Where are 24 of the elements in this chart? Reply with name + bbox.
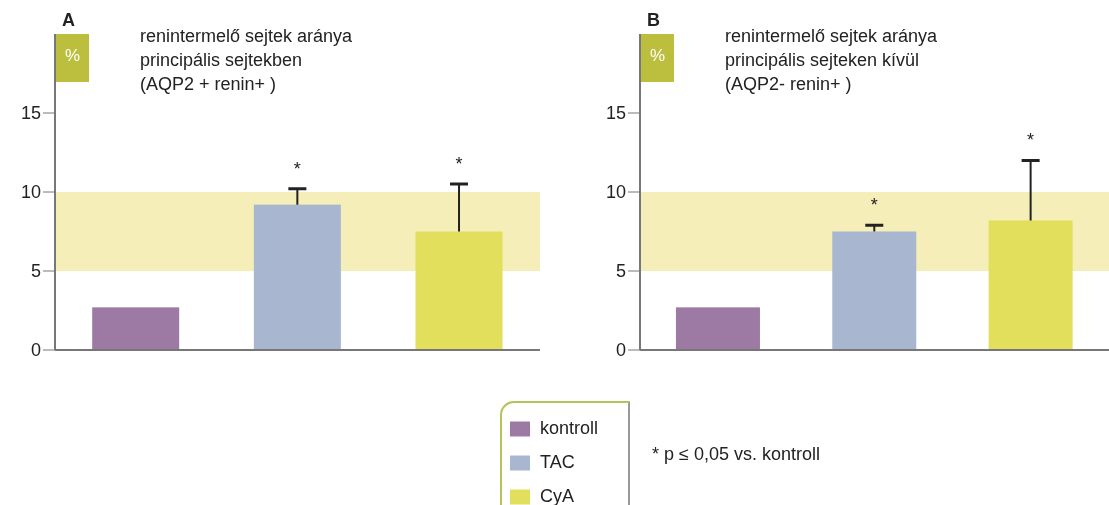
chart-title: renintermelő sejtek aránya principális sejteken kívül: [725, 25, 939, 72]
legend-label: kontroll: [540, 418, 599, 438]
y-tick-label: 10: [605, 182, 626, 203]
text: * p ≤ 0,05 vs. kontroll: [652, 444, 820, 465]
annotation: *: [455, 154, 463, 175]
text: B: [647, 10, 660, 31]
y-tick-label: 15: [20, 103, 41, 124]
y-tick-label: 15: [605, 103, 626, 124]
y-tick-label: 5: [30, 261, 41, 282]
y-tick-label: 5: [615, 261, 626, 282]
y-tick-label: 0: [30, 340, 41, 361]
text: (AQP2- renin+ ): [725, 73, 853, 96]
chart-title: renintermelő sejtek aránya principális sejtekben: [140, 25, 354, 72]
legend-label: CyA: [540, 486, 575, 505]
text: A: [62, 10, 75, 31]
legend-label: TAC: [540, 452, 575, 472]
annotation: *: [870, 195, 878, 216]
annotation: *: [293, 158, 301, 179]
y-tick-label: 10: [20, 182, 41, 203]
annotation: *: [1027, 130, 1035, 151]
y-axis-title: %: [56, 34, 89, 82]
y-tick-label: 0: [615, 340, 626, 361]
y-axis-title: %: [641, 34, 674, 82]
text: (AQP2 + renin+ ): [140, 73, 278, 96]
